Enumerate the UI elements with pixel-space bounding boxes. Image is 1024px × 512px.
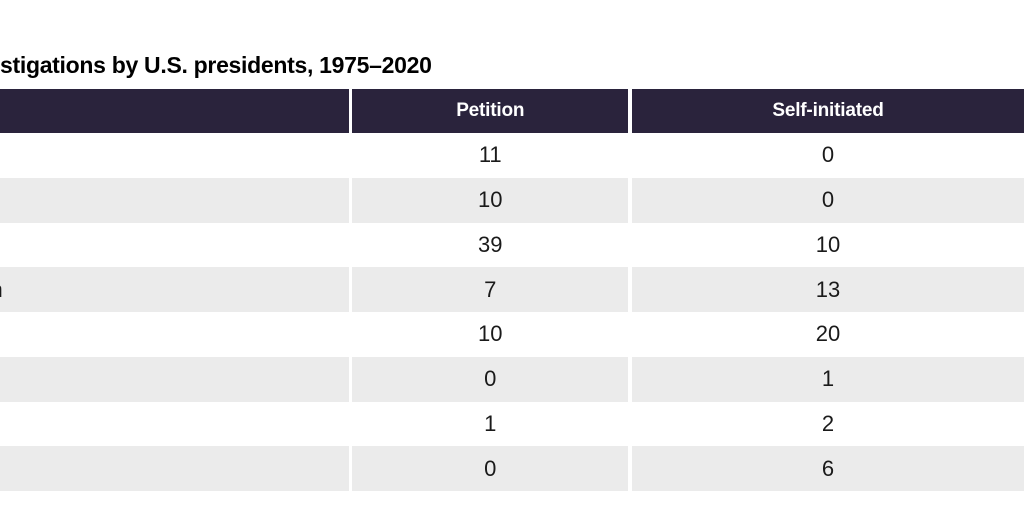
self-initiated-value-cell: 10	[815, 231, 841, 257]
petition-value-cell: 10	[352, 177, 629, 223]
data-table: Petition Self-initiated 11 0 10 0 39 10 …	[0, 89, 1024, 491]
petition-value-cell: 10	[478, 321, 503, 347]
self-initiated-value-cell: 6	[632, 446, 1024, 491]
self-initiated-value-cell: 13	[632, 267, 1024, 312]
self-initiated-value-cell: 0	[632, 177, 1024, 223]
row-label-cell	[0, 223, 349, 268]
petition-value-cell: 11	[478, 142, 502, 168]
petition-value-cell: 7	[352, 267, 629, 312]
table-body: 11 0 10 0 39 10 n 7 13 10 20 0 1	[0, 133, 1024, 491]
header-cell-self-initiated: Self-initiated	[632, 89, 1024, 133]
self-initiated-value-cell: 0	[821, 142, 835, 168]
row-label-cell: n	[0, 267, 349, 312]
row-label-cell	[0, 177, 349, 223]
self-initiated-value-cell: 2	[821, 410, 835, 436]
table-title: stigations by U.S. presidents, 1975–2020	[0, 52, 432, 78]
table-row: 39 10	[0, 222, 1024, 268]
row-label-cell	[0, 402, 349, 447]
table-row: 10 20	[0, 312, 1024, 357]
table-row: 11 0	[0, 133, 1024, 178]
row-label-cell	[0, 446, 349, 491]
petition-value-cell: 0	[352, 356, 629, 402]
table-row: 10 0	[0, 177, 1024, 223]
table-row: 0 6	[0, 446, 1024, 491]
table-row: 0 1	[0, 356, 1024, 402]
table-header-row: Petition Self-initiated	[0, 89, 1024, 133]
clipped-label-fragment: n	[0, 277, 3, 303]
petition-value-cell: 0	[352, 446, 629, 491]
row-label-cell	[0, 312, 349, 357]
row-label-cell	[0, 133, 349, 178]
petition-value-cell: 1	[484, 410, 497, 436]
self-initiated-value-cell: 20	[815, 321, 841, 347]
header-cell-label	[0, 89, 349, 133]
table-row: 1 2	[0, 401, 1024, 447]
row-label-cell	[0, 356, 349, 402]
petition-value-cell: 39	[478, 231, 503, 257]
self-initiated-value-cell: 1	[632, 356, 1024, 402]
header-cell-petition: Petition	[352, 89, 629, 133]
table-row: n 7 13	[0, 267, 1024, 312]
